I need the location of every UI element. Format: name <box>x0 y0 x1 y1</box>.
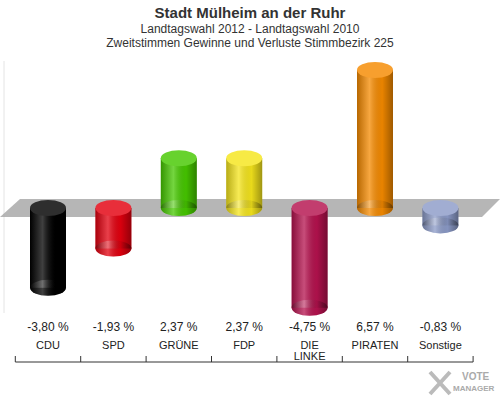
bar-group <box>292 200 328 316</box>
category-label-line: LINKE <box>294 350 326 362</box>
bar-bottom-shade <box>422 217 458 233</box>
category-separator <box>342 356 343 362</box>
bar-bottom-shade <box>161 200 197 216</box>
bar-top <box>422 200 458 216</box>
logo-icon <box>430 372 450 394</box>
category-separator <box>276 356 277 362</box>
category-label: FDP <box>233 339 255 351</box>
bar-bottom <box>161 200 197 216</box>
data-label: -3,80 % <box>27 320 69 334</box>
bar-bottom-shade <box>226 200 262 216</box>
subtitle: Zweitstimmen Gewinne und Verluste Stimmb… <box>106 36 394 50</box>
data-label: -0,83 % <box>420 320 462 334</box>
bar-group <box>357 62 393 216</box>
bar-top <box>292 200 328 216</box>
bar-bottom-shade <box>95 241 131 257</box>
watermark: MANAGER <box>453 384 495 393</box>
data-label: 2,37 % <box>226 320 264 334</box>
title: Stadt Mülheim an der Ruhr <box>155 4 346 21</box>
category-label: GRÜNE <box>159 339 199 351</box>
category-label-line: GRÜNE <box>159 339 199 351</box>
category-axis <box>15 362 473 363</box>
category-label: CDU <box>36 339 60 351</box>
category-label: DIELINKE <box>294 339 326 362</box>
category-label: SPD <box>102 339 125 351</box>
category-separator <box>146 356 147 362</box>
category-label-line: PIRATEN <box>352 339 399 351</box>
category-label-line: SPD <box>102 339 125 351</box>
bar-shade <box>292 208 328 308</box>
chart: Stadt Mülheim an der RuhrLandtagswahl 20… <box>0 0 500 400</box>
bar-bottom-shade <box>292 300 328 316</box>
bar <box>357 70 393 208</box>
category-label: Sonstige <box>419 339 462 351</box>
bar-group <box>226 150 262 216</box>
bar-top <box>161 150 197 166</box>
bar-group <box>422 200 458 233</box>
category-label-line: Sonstige <box>419 339 462 351</box>
category-label: PIRATEN <box>352 339 399 351</box>
plot-area <box>30 62 458 316</box>
data-label: 6,57 % <box>356 320 394 334</box>
bar-bottom <box>226 200 262 216</box>
category-separator <box>211 356 212 362</box>
bar <box>30 208 66 288</box>
subtitle: Landtagswahl 2012 - Landtagswahl 2010 <box>141 22 360 36</box>
category-label-line: CDU <box>36 339 60 351</box>
bar-bottom <box>30 280 66 296</box>
bar-bottom-shade <box>30 280 66 296</box>
bar-bottom <box>357 200 393 216</box>
category-separator <box>473 356 474 362</box>
bar-group <box>95 200 131 257</box>
bar-top <box>226 150 262 166</box>
category-separator <box>80 356 81 362</box>
category-separator <box>407 356 408 362</box>
bar-group <box>30 200 66 296</box>
bar-shade <box>30 208 66 288</box>
value-axis <box>4 61 5 313</box>
bar-group <box>161 150 197 216</box>
bar-bottom <box>422 217 458 233</box>
bar-top <box>95 200 131 216</box>
data-label: -4,75 % <box>289 320 331 334</box>
watermark: VOTE <box>462 371 490 382</box>
category-label-line: FDP <box>233 339 255 351</box>
category-separator <box>15 356 16 362</box>
bar-shade <box>357 70 393 208</box>
bar-bottom <box>292 300 328 316</box>
bar-top <box>357 62 393 78</box>
data-label: -1,93 % <box>93 320 135 334</box>
bar-bottom-shade <box>357 200 393 216</box>
bar <box>292 208 328 308</box>
data-label: 2,37 % <box>160 320 198 334</box>
bar-bottom <box>95 241 131 257</box>
bar-top <box>30 200 66 216</box>
